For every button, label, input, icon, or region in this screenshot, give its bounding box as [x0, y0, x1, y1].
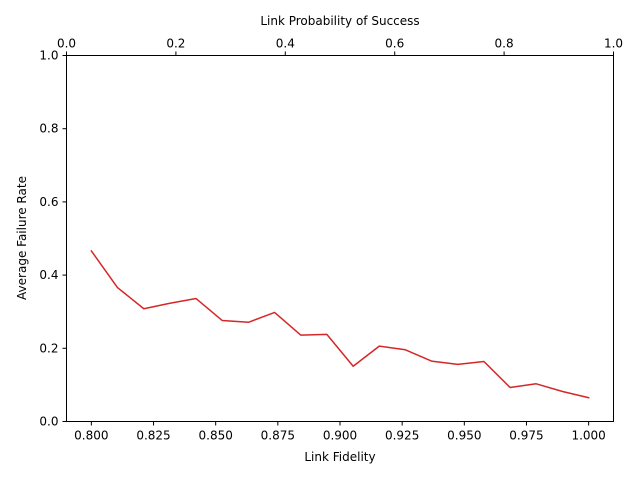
- y-axis-label: Average Failure Rate: [15, 176, 29, 300]
- top-x-tick-label: 0.0: [57, 37, 76, 51]
- x-tick-label: 0.825: [136, 429, 170, 443]
- x-tick-label: 0.800: [74, 429, 108, 443]
- plot-area: [90, 249, 590, 399]
- top-x-tick-label: 0.6: [385, 37, 404, 51]
- y-tick-label: 1.0: [39, 49, 58, 63]
- top-x-tick-label: 0.4: [276, 37, 295, 51]
- top-x-axis-ticks: 0.0 0.2 0.4 0.6 0.8 1.0: [57, 37, 623, 56]
- top-x-axis-label: Link Probability of Success: [260, 14, 419, 28]
- x-tick-label: 0.850: [199, 429, 233, 443]
- x-tick-label: 0.925: [385, 429, 419, 443]
- x-tick-label: 0.900: [323, 429, 357, 443]
- y-axis-ticks: 0.0 0.2 0.4 0.6 0.8 1.0: [39, 49, 67, 429]
- top-x-tick-label: 0.8: [495, 37, 514, 51]
- x-axis-ticks: 0.800 0.825 0.850 0.875 0.900 0.925 0.950 0.975…: [74, 421, 606, 443]
- x-tick-label: 0.950: [447, 429, 481, 443]
- x-tick-label: 0.875: [261, 429, 295, 443]
- y-tick-label: 0.2: [39, 341, 58, 355]
- y-tick-label: 0.8: [39, 122, 58, 136]
- failure-rate-line: [90, 249, 590, 399]
- y-tick-label: 0.4: [39, 268, 58, 282]
- x-axis-label: Link Fidelity: [304, 450, 375, 464]
- x-tick-label: 0.975: [509, 429, 543, 443]
- y-tick-label: 0.6: [39, 195, 58, 209]
- axes-frame: [66, 55, 614, 422]
- top-x-tick-label: 0.2: [166, 37, 185, 51]
- x-tick-label: 1.000: [571, 429, 605, 443]
- top-x-tick-label: 1.0: [604, 37, 623, 51]
- y-tick-label: 0.0: [39, 415, 58, 429]
